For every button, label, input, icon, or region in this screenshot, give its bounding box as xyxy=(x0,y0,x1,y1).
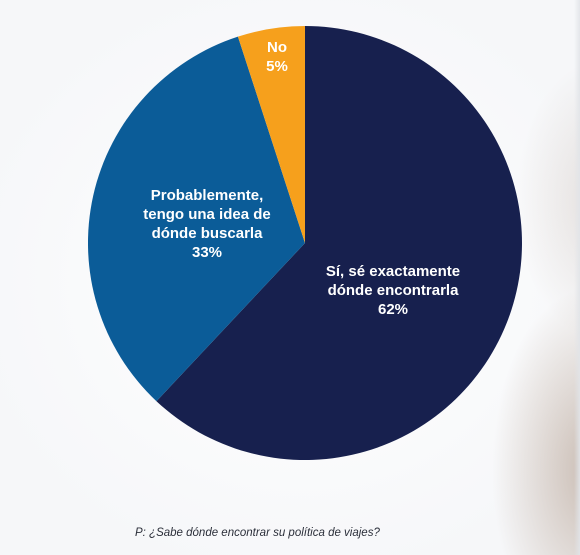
pie-slice-label-2: No 5% xyxy=(266,39,288,75)
pie-slice-0 xyxy=(156,26,522,460)
pie-slice-label-line: dónde encontrarla xyxy=(328,282,460,299)
pie-slice-label-1: Probablemente, tengo una idea de dónde bus… xyxy=(143,187,271,261)
pie-slice-label-line: No xyxy=(267,39,287,56)
pie-labels: Sí, sé exactamente dónde encontrarla 62% Pr… xyxy=(143,39,460,318)
pie-slice-label-line: 33% xyxy=(192,244,222,261)
pie-slice-1 xyxy=(87,36,305,402)
pie-slice-label-line: 5% xyxy=(266,58,288,75)
pie-slice-label-line: 62% xyxy=(378,301,408,318)
chart-question-caption: P: ¿Sabe dónde encontrar su política de … xyxy=(135,527,380,539)
pie-slice-label-0: Sí, sé exactamente dónde encontrarla 62% xyxy=(326,263,460,318)
pie-slice-label-line: Sí, sé exactamente xyxy=(326,263,460,280)
pie-slice-label-line: dónde buscarla xyxy=(152,225,264,242)
pie-slice-label-line: Probablemente, xyxy=(151,187,264,204)
page-edge-shadow xyxy=(574,0,580,555)
pie-slice-label-line: tengo una idea de xyxy=(143,206,271,223)
pie-slices xyxy=(87,26,522,460)
pie-slice-2 xyxy=(237,26,305,243)
